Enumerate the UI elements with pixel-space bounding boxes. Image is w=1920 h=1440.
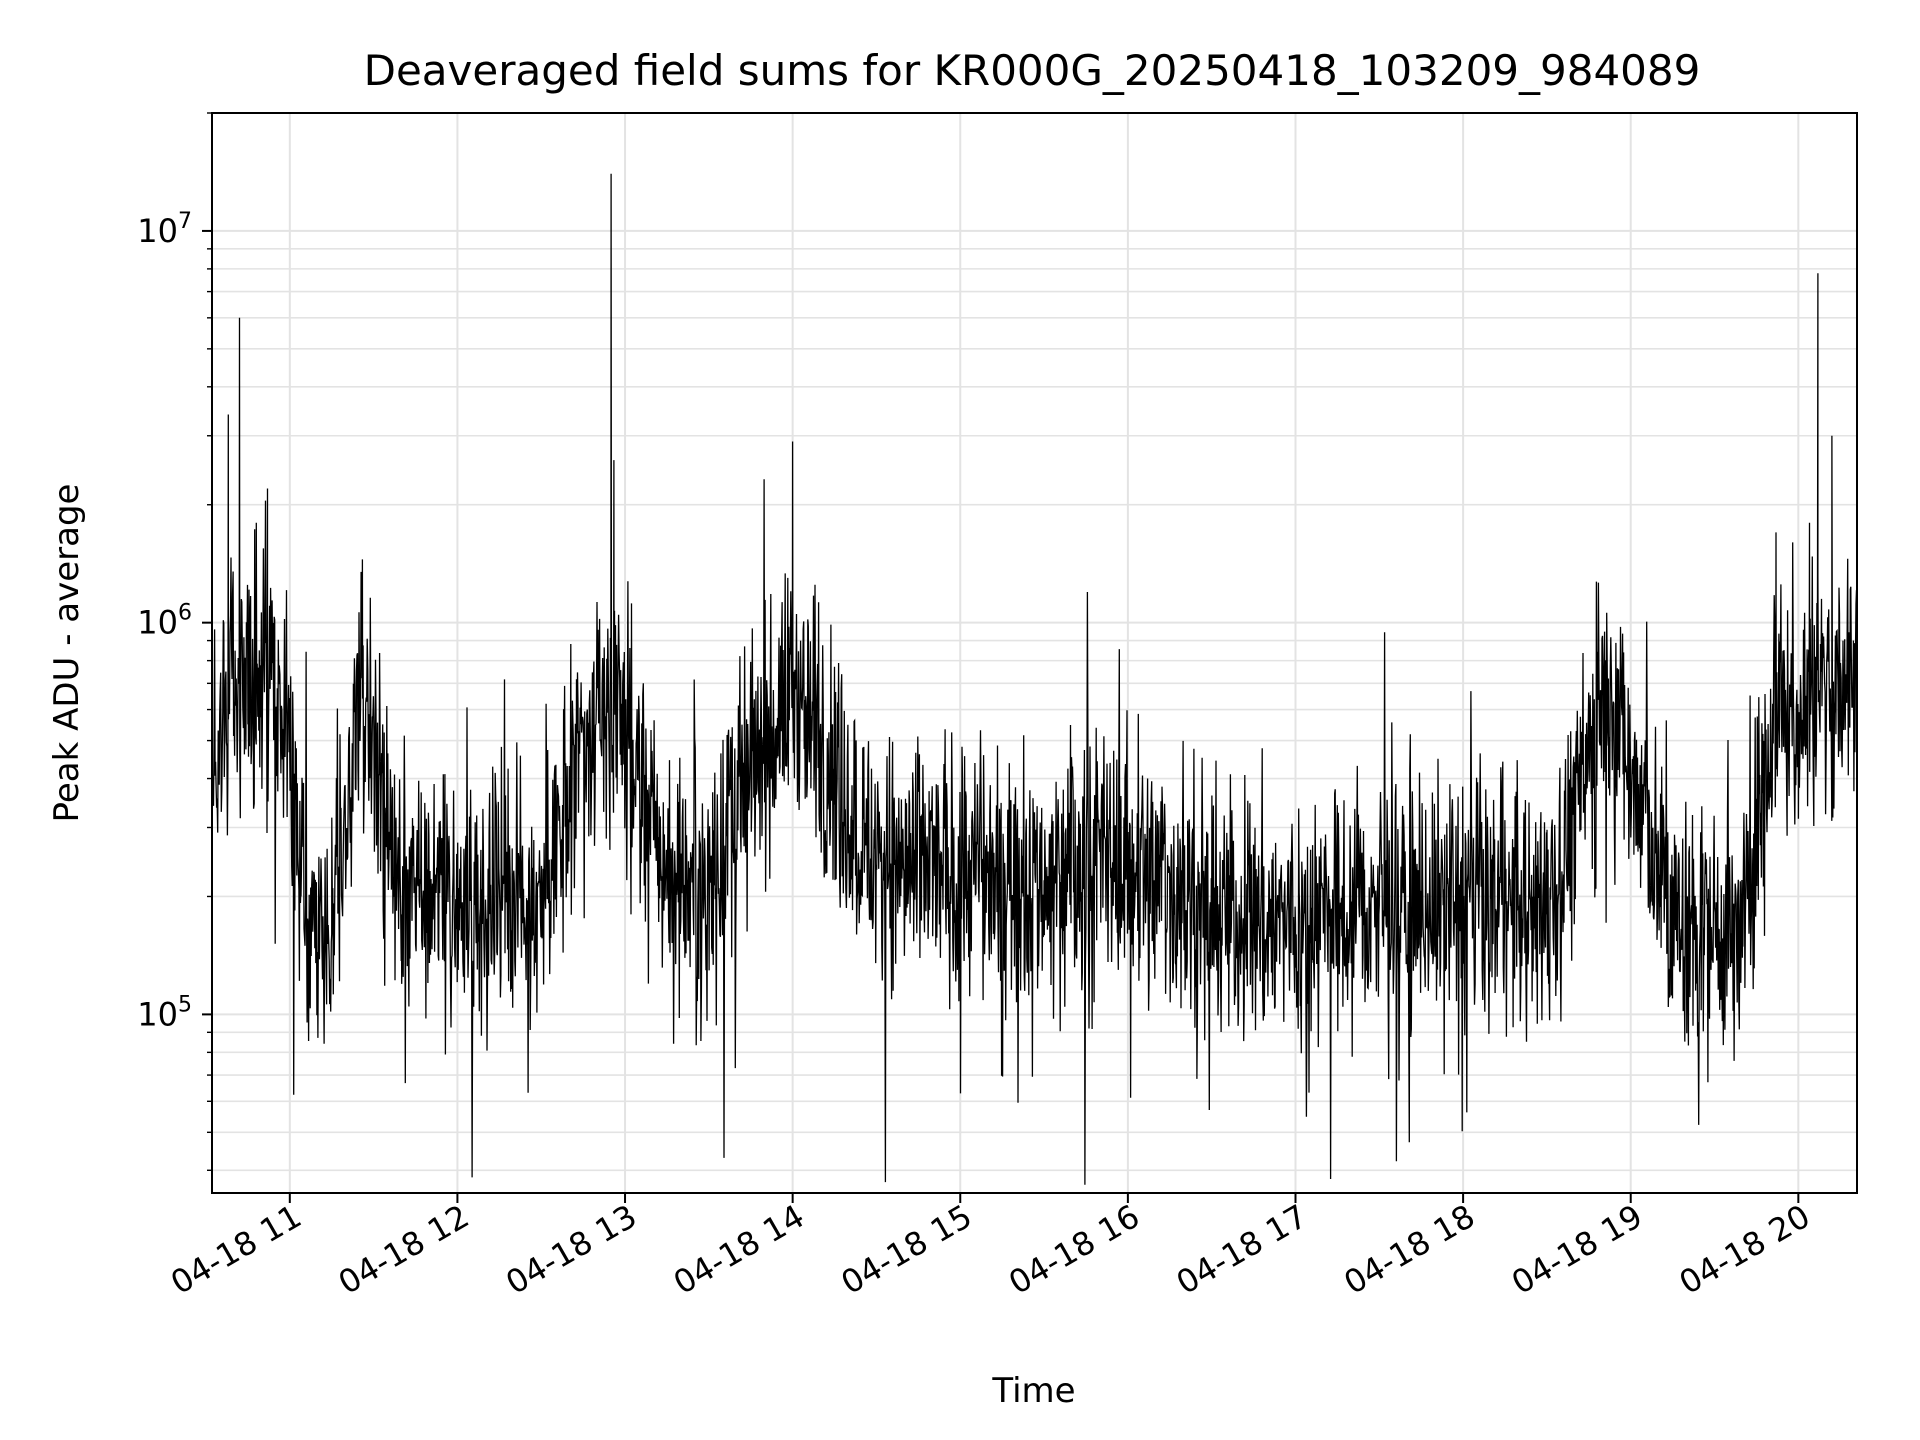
series-line-group xyxy=(211,173,1858,1185)
series-line xyxy=(211,173,1858,1185)
y-axis-ticks: 105 106 107 xyxy=(137,112,212,1171)
y-axis-label: Peak ADU - average xyxy=(47,484,87,823)
plot-frame xyxy=(211,112,1858,1194)
y-tick-label: 107 xyxy=(137,209,192,250)
y-tick-label: 105 xyxy=(137,992,192,1033)
chart-title: Deaveraged field sums for KR000G_2025041… xyxy=(364,46,1701,95)
x-axis-label: Time xyxy=(991,1371,1075,1411)
y-tick-label: 106 xyxy=(137,601,192,642)
